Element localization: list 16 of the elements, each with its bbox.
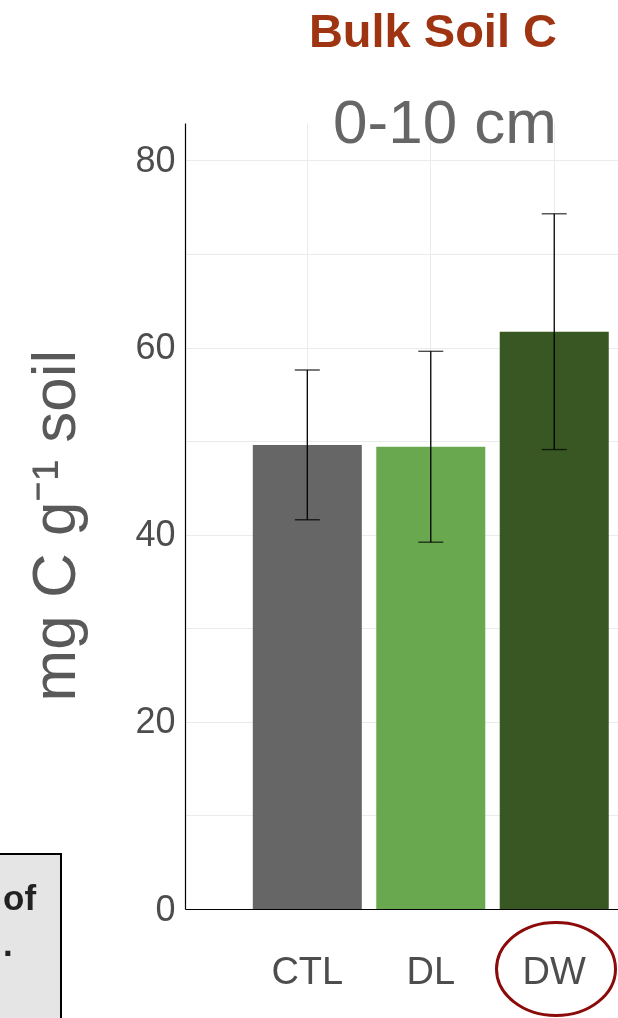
text: . bbox=[3, 924, 13, 963]
bar bbox=[499, 331, 609, 909]
bar bbox=[252, 444, 362, 909]
x-tick-label: DW bbox=[522, 949, 587, 992]
y-tick-label: 20 bbox=[135, 700, 176, 742]
y-tick-label: 60 bbox=[135, 326, 176, 368]
x-tick-label: CTL bbox=[271, 949, 344, 992]
chart-subtitle: 0-10 cm bbox=[333, 87, 557, 156]
y-tick-label: 80 bbox=[135, 138, 176, 180]
y-axis-title: mg C g⁻¹ soil bbox=[18, 349, 88, 702]
x-tick-label: DL bbox=[406, 949, 456, 992]
y-tick-label: 0 bbox=[155, 887, 176, 929]
y-tick-label: 40 bbox=[135, 513, 176, 555]
bar bbox=[376, 446, 486, 909]
text: of bbox=[3, 878, 37, 917]
chart-title: Bulk Soil C bbox=[308, 4, 557, 57]
